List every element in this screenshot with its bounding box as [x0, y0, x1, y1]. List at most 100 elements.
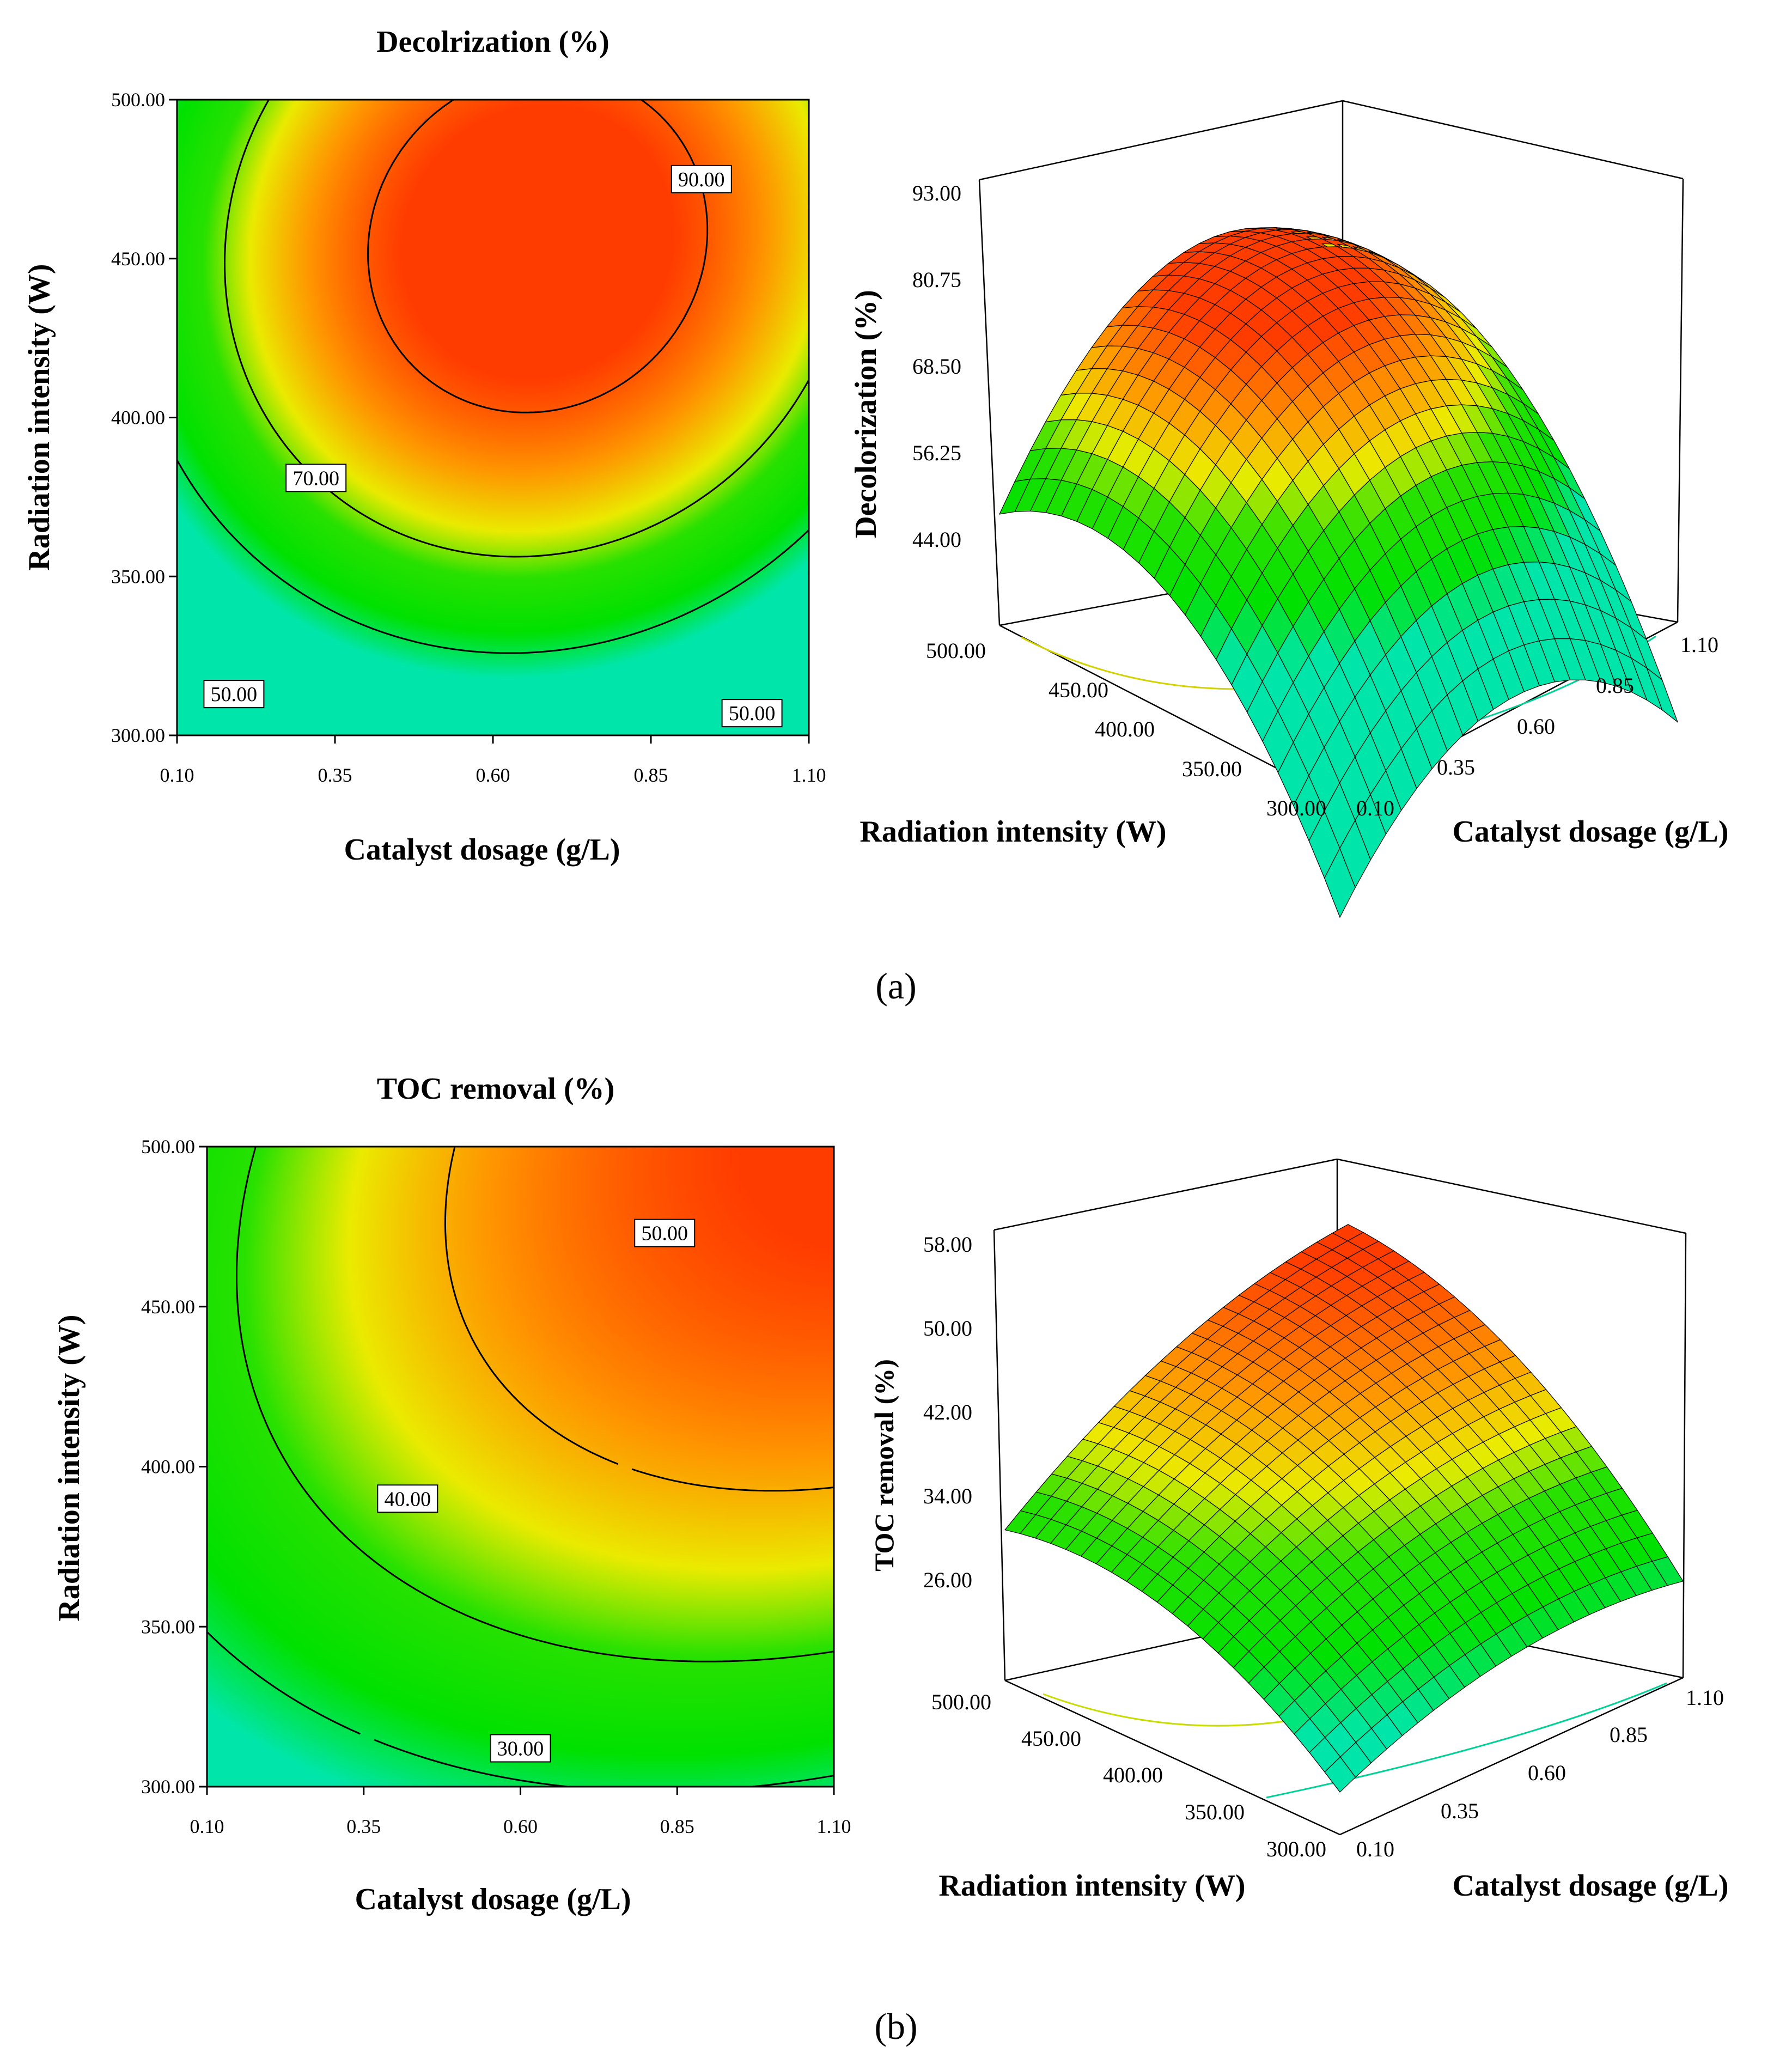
x-axis-label: Catalyst dosage (g/L): [344, 833, 620, 867]
x-tick-label: 0.35: [318, 764, 352, 786]
contour-lines: [177, 100, 809, 654]
y-axis-label: Catalyst dosage (g/L): [1452, 815, 1728, 849]
toc-removal-surface-plot: 58.00 50.00 42.00 34.00 26.00 TOC remova…: [869, 1158, 1729, 1903]
contour-label: 50.00: [641, 1222, 688, 1245]
z-tick: 80.75: [912, 267, 961, 292]
x-tick: 400.00: [1103, 1763, 1163, 1787]
contour-heatmap: [207, 1147, 834, 1787]
x-tick-label: 0.85: [660, 1816, 694, 1837]
contour-lines: [207, 1147, 834, 1787]
y-axis-ticks: 300.00 350.00 400.00 450.00 500.00: [141, 1136, 207, 1798]
z-tick: 58.00: [923, 1232, 972, 1257]
x-tick-label: 0.85: [634, 764, 668, 786]
z-axis-ticks: 93.00 80.75 68.50 56.25 44.00: [912, 181, 961, 552]
x-axis-label: Radiation intensity (W): [938, 1869, 1245, 1903]
panel-label-b: (b): [874, 2006, 917, 2047]
contour-heatmap: [177, 100, 809, 735]
x-tick-label: 0.35: [346, 1816, 381, 1837]
x-tick: 300.00: [1266, 1837, 1326, 1861]
x-tick-label: 1.10: [817, 1816, 851, 1837]
contour-title: Decolrization (%): [376, 25, 609, 59]
y-axis-ticks: 0.10 0.35 0.60 0.85 1.10: [1356, 632, 1718, 820]
x-tick-label: 0.60: [503, 1816, 538, 1837]
y-tick: 0.35: [1441, 1799, 1479, 1823]
y-tick-label: 450.00: [111, 248, 165, 270]
contour-labels: 50.00 40.00 30.00: [377, 1219, 696, 1763]
y-tick: 0.10: [1356, 1837, 1394, 1861]
z-axis-ticks: 58.00 50.00 42.00 34.00 26.00: [923, 1232, 972, 1592]
y-tick: 0.60: [1528, 1761, 1566, 1785]
x-axis-ticks: 500.00 450.00 400.00 350.00 300.00: [931, 1690, 1326, 1861]
contour-line: [444, 1147, 834, 1492]
panel-label-a: (a): [875, 965, 916, 1007]
surface-facet: [1651, 1556, 1684, 1586]
y-tick-label: 500.00: [111, 89, 165, 111]
contour-title: TOC removal (%): [377, 1072, 615, 1106]
x-axis-label: Catalyst dosage (g/L): [355, 1883, 631, 1916]
x-tick-label: 1.10: [792, 764, 826, 786]
contour-label-box: [634, 1219, 696, 1247]
y-tick-label: 400.00: [111, 407, 165, 429]
contour-labels: 90.00 70.00 50.00 50.00: [203, 165, 783, 728]
contour-label: 30.00: [497, 1738, 544, 1761]
contour-label: 70.00: [292, 467, 339, 490]
y-axis-label: Radiation intensity (W): [52, 1314, 86, 1621]
x-axis-label: Radiation intensity (W): [860, 815, 1166, 849]
x-axis-ticks: 0.10 0.35 0.60 0.85 1.10: [190, 1787, 851, 1837]
z-tick: 68.50: [912, 354, 961, 379]
y-tick: 0.85: [1596, 673, 1634, 698]
y-tick-label: 300.00: [111, 724, 165, 746]
surface-facet: [1646, 667, 1679, 723]
y-tick: 0.35: [1437, 755, 1475, 779]
y-tick: 1.10: [1686, 1685, 1724, 1710]
x-axis-ticks: 0.10 0.35 0.60 0.85 1.10: [160, 735, 826, 786]
x-tick-label: 0.60: [476, 764, 510, 786]
x-tick: 300.00: [1266, 796, 1326, 820]
contour-label-box: [285, 464, 347, 492]
x-tick: 450.00: [1021, 1726, 1081, 1751]
x-tick: 450.00: [1049, 678, 1108, 702]
decolorization-surface-plot: 93.00 80.75 68.50 56.25 44.00 Decoloriza…: [849, 100, 1729, 918]
surface-mesh: [1004, 1224, 1684, 1793]
x-tick: 500.00: [926, 638, 986, 663]
x-axis-ticks: 500.00 450.00 400.00 350.00 300.00: [926, 638, 1326, 820]
contour-line: [236, 1147, 834, 1662]
surface-mesh: [998, 227, 1679, 918]
z-axis-label: Decolorization (%): [849, 290, 883, 538]
y-tick: 0.60: [1517, 714, 1555, 739]
y-tick-label: 350.00: [111, 565, 165, 587]
contour-line: [224, 100, 809, 558]
y-tick: 0.85: [1610, 1722, 1648, 1747]
y-tick-label: 500.00: [141, 1136, 195, 1158]
contour-label-box: [203, 680, 265, 709]
z-tick: 93.00: [912, 181, 961, 205]
y-tick-label: 300.00: [141, 1776, 195, 1798]
contour-line: [367, 100, 709, 413]
contour-label: 50.00: [729, 702, 776, 725]
z-tick: 42.00: [923, 1400, 972, 1424]
z-tick: 44.00: [912, 527, 961, 552]
contour-label: 50.00: [211, 683, 258, 706]
y-tick-label: 400.00: [141, 1456, 195, 1478]
z-tick: 50.00: [923, 1316, 972, 1341]
y-tick: 1.10: [1680, 632, 1718, 657]
contour-label-box: [671, 165, 732, 193]
decolorization-contour-plot: Decolrization (%) 90.00 70.00 50.00 50.00 3…: [22, 25, 826, 867]
y-tick: 0.10: [1356, 796, 1394, 820]
contour-label: 90.00: [678, 168, 725, 191]
contour-label-box: [490, 1734, 551, 1763]
y-tick-label: 350.00: [141, 1616, 195, 1637]
x-tick: 500.00: [931, 1690, 991, 1714]
contour-label-box: [377, 1484, 438, 1513]
z-tick: 34.00: [923, 1484, 972, 1508]
y-tick-label: 450.00: [141, 1296, 195, 1318]
y-axis-ticks: 300.00 350.00 400.00 450.00 500.00: [111, 89, 177, 746]
x-tick: 350.00: [1182, 757, 1242, 781]
z-axis-label: TOC removal (%): [869, 1359, 899, 1571]
y-axis-label: Catalyst dosage (g/L): [1452, 1869, 1728, 1903]
contour-line: [207, 1631, 834, 1787]
y-axis-label: Radiation intensity (W): [22, 264, 56, 570]
x-tick: 400.00: [1095, 717, 1155, 741]
y-axis-ticks: 0.10 0.35 0.60 0.85 1.10: [1356, 1685, 1724, 1861]
